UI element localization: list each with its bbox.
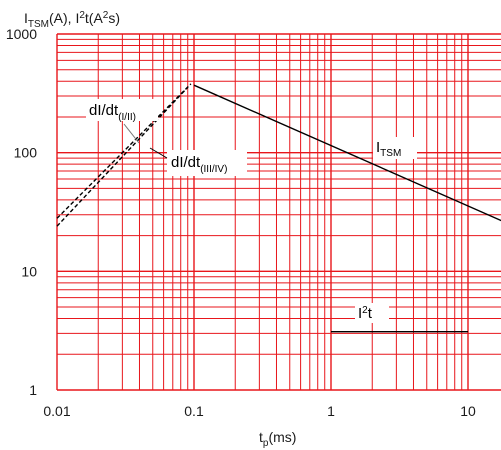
x-tick-label: 0.01 [43, 403, 70, 419]
annotation-didt-2-bg [167, 150, 247, 176]
tick-labels: 0.01 0.1 1 10 1 10 100 1000 [6, 26, 476, 419]
x-tick-label: 1 [327, 403, 335, 419]
y-tick-label: 1 [29, 382, 37, 398]
x-tick-label: 10 [460, 403, 476, 419]
annotation-didt-2-leader [149, 147, 168, 159]
annotation-didt-2: dI/dt(III/IV) [171, 154, 227, 175]
series-layer [56, 83, 501, 333]
y-tick-label: 10 [21, 263, 37, 279]
x-tick-label: 0.1 [184, 403, 204, 419]
annotation-didt-1-bg [86, 99, 158, 121]
y-axis-label: ITSM(A), I2t(A2s) [24, 10, 120, 30]
y-tick-label: 100 [14, 145, 38, 161]
annotation-i2t-bg [355, 303, 389, 323]
annotation-itsm-bg [373, 137, 417, 159]
series-line [56, 86, 189, 227]
series-line [56, 83, 192, 219]
annotation-didt-1: dI/dt(I/II) [89, 102, 136, 123]
y-tick-label: 1000 [6, 26, 37, 42]
grid [56, 33, 501, 391]
x-axis-label: tp(ms) [259, 429, 296, 449]
annotation-didt-1-leader [123, 123, 140, 144]
annotation-itsm: ITSM [376, 139, 401, 159]
series-line [193, 84, 501, 222]
annotation-i2t: I2t [358, 305, 373, 322]
